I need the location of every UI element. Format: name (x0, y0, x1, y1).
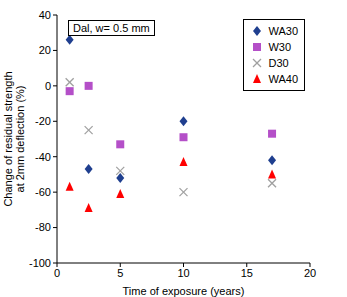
html-text:W30: W30 (268, 41, 292, 53)
svg-text:-100: -100 (29, 257, 51, 269)
svg-text:0: 0 (45, 80, 51, 92)
svg-text:0: 0 (54, 267, 60, 279)
html-text:Dal, w= 0.5 mm: Dal, w= 0.5 mm (73, 22, 150, 34)
svg-text:40: 40 (39, 9, 51, 21)
svg-text:Change of residual strengthat: Change of residual strengthat 2mm deflec… (8, 71, 26, 206)
html-text:WA40: WA40 (268, 73, 298, 85)
svg-text:20: 20 (39, 44, 51, 56)
svg-text:-40: -40 (35, 151, 51, 163)
svg-text:-20: -20 (35, 115, 51, 127)
html-text:WA30: WA30 (268, 25, 298, 37)
svg-text:-60: -60 (35, 186, 51, 198)
svg-text:Time of exposure (years): Time of exposure (years) (123, 285, 245, 297)
svg-text:-80: -80 (35, 221, 51, 233)
svg-text:20: 20 (304, 267, 316, 279)
svg-text:15: 15 (241, 267, 253, 279)
svg-text:5: 5 (117, 267, 123, 279)
svg-text:10: 10 (177, 267, 189, 279)
html-text:D30: D30 (268, 57, 289, 69)
